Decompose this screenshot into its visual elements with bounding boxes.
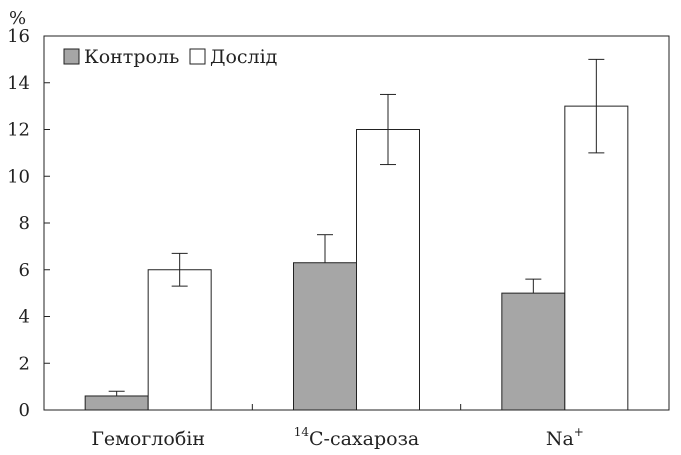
y-tick-label: 14 — [7, 73, 30, 94]
bar-control — [84, 395, 149, 411]
y-axis-unit-label: % — [9, 8, 26, 29]
y-tick-label: 16 — [7, 26, 30, 47]
legend-label: Дослід — [210, 46, 277, 68]
x-category-label: Na+ — [546, 425, 584, 450]
bar-experiment — [147, 269, 212, 411]
legend: Контроль Дослід — [63, 46, 277, 68]
bar-control — [293, 262, 357, 411]
legend-swatch — [189, 48, 206, 65]
y-tick-label: 0 — [19, 400, 30, 421]
y-axis-ticks: 0 2 4 6 8 10 12 14 16 — [7, 26, 50, 421]
y-tick-label: 10 — [7, 166, 30, 187]
y-tick-label: 4 — [19, 307, 30, 328]
bars — [84, 105, 629, 411]
charge-superscript: + — [574, 425, 584, 439]
category-text: Гемоглобін — [91, 428, 205, 450]
y-tick-label: 8 — [19, 213, 30, 234]
legend-swatch — [63, 48, 80, 65]
x-category-label: 14C-сахароза — [294, 425, 420, 450]
error-bars — [108, 58, 605, 396]
y-tick-label: 12 — [7, 120, 30, 141]
y-tick-label: 2 — [19, 353, 30, 374]
isotope-superscript: 14 — [294, 425, 310, 439]
x-category-label: Гемоглобін — [91, 428, 205, 450]
y-tick-label: 6 — [19, 260, 30, 281]
x-axis-category-labels: Гемоглобін 14C-сахароза Na+ — [91, 425, 584, 450]
category-text: C-сахароза — [309, 428, 419, 450]
bar-experiment — [356, 129, 420, 411]
bar-control — [501, 292, 566, 411]
legend-label: Контроль — [84, 46, 179, 68]
category-text: Na — [546, 428, 574, 450]
